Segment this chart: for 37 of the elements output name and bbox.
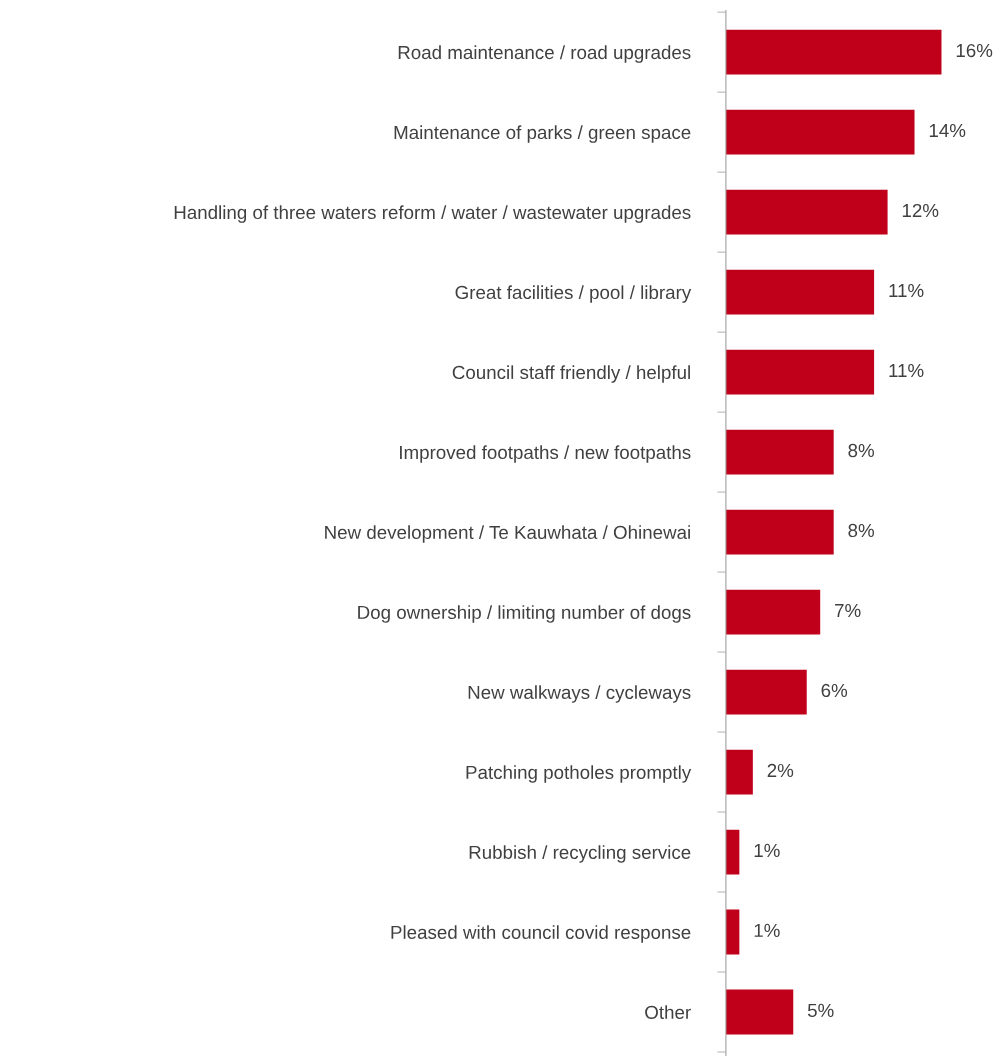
bar [725,429,834,475]
bar [725,29,942,75]
bar [725,989,794,1035]
y-tick-label: New walkways / cycleways [468,685,691,703]
y-tick-label: Council staff friendly / helpful [452,365,690,383]
bar [725,349,875,395]
data-label: 1% [754,923,780,937]
data-label: 7% [835,603,861,618]
data-label: 5% [807,1003,834,1018]
y-tick-label: Patching potholes promptly [466,765,692,783]
bar [725,589,821,635]
y-tick-label: Other [645,1005,691,1019]
data-label: 11% [889,363,924,378]
y-tick-label: Pleased with council covid response [391,925,691,943]
y-tick-label: Rubbish / recycling service [469,845,691,863]
data-label: 1% [754,843,780,857]
data-label: 6% [821,683,848,698]
data-label: 14% [929,123,966,138]
data-label: 8% [848,443,875,458]
bar [725,189,888,235]
y-tick-label: Maintenance of parks / green space [394,125,691,143]
data-label: 8% [848,523,875,538]
bar [725,509,834,555]
bar [725,269,875,315]
bar [725,749,753,795]
y-tick-label: New development / Te Kauwhata / Ohinewai [325,525,690,543]
data-label: 11% [889,283,924,298]
bar [725,109,915,155]
y-tick-label: Improved footpaths / new footpaths [400,445,691,463]
y-tick-label: Road maintenance / road upgrades [398,45,691,63]
bar [725,669,807,715]
data-label: 12% [902,203,939,218]
data-label: 16% [956,43,993,58]
data-label: 2% [767,763,794,777]
y-tick-label: Handling of three waters reform / water / wastewater upgrades [174,205,691,223]
y-tick-label: Dog ownership / limiting number of dogs [358,605,691,623]
y-tick-label: Great facilities / pool / library [455,285,692,303]
